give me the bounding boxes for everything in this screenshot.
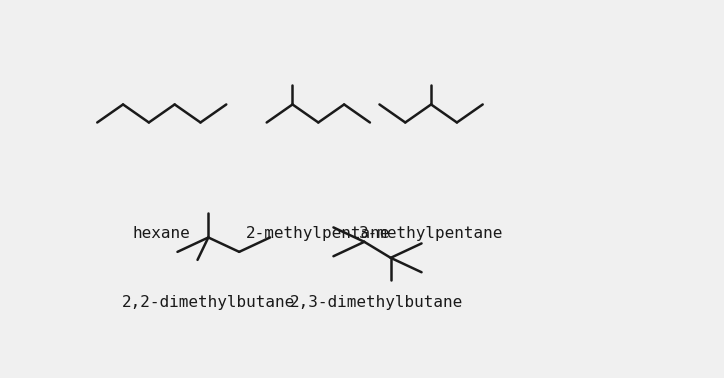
Text: 2,3-dimethylbutane: 2,3-dimethylbutane	[290, 296, 463, 310]
Text: 2,2-dimethylbutane: 2,2-dimethylbutane	[122, 296, 295, 310]
Text: hexane: hexane	[133, 226, 190, 240]
Text: 2-methylpentane: 2-methylpentane	[246, 226, 390, 240]
Text: 3-methylpentane: 3-methylpentane	[359, 226, 503, 240]
